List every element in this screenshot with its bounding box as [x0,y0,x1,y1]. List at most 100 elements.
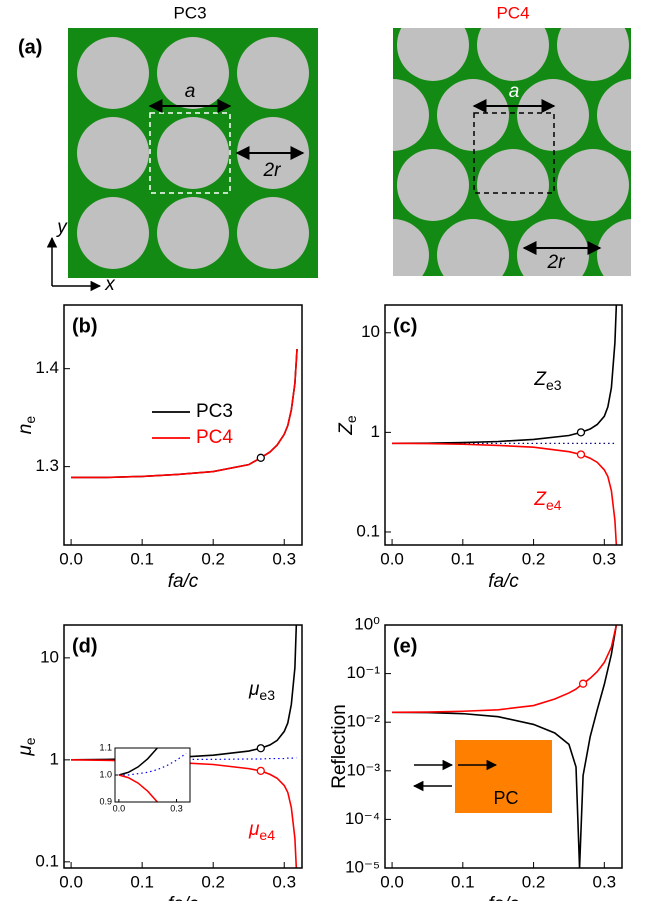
panel-label: (a) [18,36,42,58]
y-tick-label: 1.4 [35,358,59,377]
axis-label: x [104,274,116,295]
data-point [257,454,264,461]
data-point [257,767,264,774]
rod [437,219,509,291]
x-tick-label: 0.3 [170,803,183,813]
plot-frame [64,305,302,545]
page: (a) PC3 PC4 a 2r a 2r y x 0.0 0.1 0.2 0.3 1.… [0,0,646,901]
data-point [580,680,587,687]
y-tick-label: 0.1 [35,851,59,870]
y-tick-label: 10⁻² [346,712,380,731]
y-tick-label: 10⁻¹ [346,663,380,682]
data-line [392,305,616,443]
x-tick-label: 0.0 [59,549,83,568]
inset-background [115,748,190,802]
y-tick-label: 1 [50,749,59,768]
x-axis-label: fa/c [488,894,519,901]
x-tick-label: 0.1 [451,549,475,568]
panel-label: (d) [72,635,98,657]
curve-label: Ze4 [533,489,561,513]
schematic-inset: PC [414,740,552,813]
y-tick-label: 0.9 [99,796,112,806]
x-tick-label: 0.3 [272,549,296,568]
x-tick-label: 0.0 [380,872,404,891]
y-axis-label: ne [15,416,38,435]
lattice-title: PC4 [496,3,529,22]
rod [477,149,549,221]
rod [397,9,469,81]
data-point [577,451,584,458]
curve-label-main: μ [248,819,260,840]
x-axis-label: fa/c [168,894,199,901]
x-tick-label: 0.0 [380,549,404,568]
x-tick-label: 0.1 [451,872,475,891]
lattice-title: PC3 [173,3,206,22]
curve-label-sub: e4 [259,827,275,843]
y-axis-label-main: n [15,424,36,435]
curve-label: μe4 [248,819,275,843]
rod [237,37,309,109]
dimension-label: a [509,81,520,102]
x-tick-label: 0.0 [113,803,126,813]
rod [157,197,229,269]
x-tick-label: 0.2 [201,549,225,568]
dimension-label: a [185,81,196,102]
rod [437,79,509,151]
curve-label-sub: e4 [546,497,562,513]
panel-label: (e) [393,635,417,657]
y-tick-label: 1.1 [99,742,112,752]
y-axis-label-sub: e [22,737,38,745]
data-point [257,745,264,752]
y-axis-label-sub: e [22,416,38,424]
curve-label-sub: e3 [259,687,275,703]
rod [397,149,469,221]
legend-label: PC4 [196,427,233,448]
lattice-diagram: (a) PC3 PC4 a 2r a 2r y x [18,3,646,295]
y-axis-label-main: μ [15,745,36,757]
y-axis-label: μe [15,737,38,756]
x-tick-label: 0.2 [201,872,225,891]
y-tick-label: 10⁻⁵ [345,857,380,876]
x-tick-label: 0.1 [130,549,154,568]
rod [517,79,589,151]
y-tick-label: 1.0 [99,769,112,779]
rod [357,219,429,291]
axis-label: y [55,217,68,238]
legend-label: PC3 [196,401,233,422]
rod [357,79,429,151]
data-point [577,429,584,436]
figure: (a) PC3 PC4 a 2r a 2r y x 0.0 0.1 0.2 0.3 1.… [0,0,646,901]
rod [557,9,629,81]
data-line [392,443,616,545]
y-tick-label: 10 [40,647,59,666]
curve-label-main: μ [248,679,260,700]
y-tick-label: 10⁻³ [346,760,380,779]
dimension-label: 2r [263,160,282,181]
curve-label-sub: e3 [546,377,562,393]
rod [77,197,149,269]
x-tick-label: 0.3 [272,872,296,891]
inset-label: PC [493,788,518,808]
panel-label: (b) [72,315,98,337]
dimension-label: 2r [547,252,566,273]
curve-label: μe3 [248,679,275,703]
y-tick-label: 10 [361,322,380,341]
rod [237,197,309,269]
rod [77,117,149,189]
rod [77,37,149,109]
rod [157,117,229,189]
y-axis-label-sub: e [343,415,359,423]
x-tick-label: 0.3 [592,549,616,568]
x-tick-label: 0.1 [130,872,154,891]
plot-frame [385,305,622,545]
x-tick-label: 0.3 [592,872,616,891]
x-tick-label: 0.2 [522,549,546,568]
data-line [392,625,616,712]
x-axis-label: fa/c [168,571,199,592]
x-axis-label: fa/c [488,571,519,592]
rod [557,149,629,221]
x-tick-label: 0.2 [522,872,546,891]
plot-area [392,305,616,545]
panel-label: (c) [393,315,417,337]
y-tick-label: 1 [371,422,380,441]
